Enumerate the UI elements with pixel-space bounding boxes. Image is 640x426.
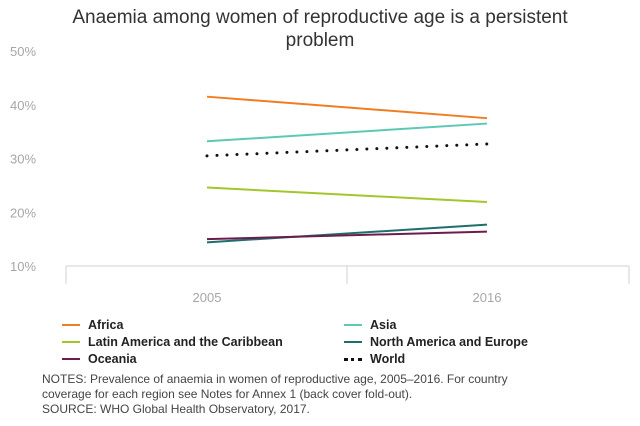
chart-title-line-2: problem (285, 30, 355, 51)
legend-item-north-america-and-europe: North America and Europe (344, 333, 528, 351)
y-tick-label: 30% (10, 152, 36, 167)
legend-label: Oceania (88, 352, 137, 366)
series-line-latin-america-and-the-caribbean (206, 186, 488, 204)
source-line: SOURCE: WHO Global Health Observatory, 2… (42, 402, 310, 416)
legend-item-asia: Asia (344, 316, 396, 334)
legend-swatch (344, 324, 362, 326)
y-tick-label: 40% (10, 98, 36, 113)
legend-item-latin-america-and-the-caribbean: Latin America and the Caribbean (62, 333, 283, 351)
legend-label: World (370, 352, 406, 366)
series-line-world (205, 142, 489, 158)
chart-title-line-1: Anaemia among women of reproductive age … (72, 7, 568, 28)
legend-swatch (344, 341, 362, 343)
y-tick-label: 50% (10, 44, 36, 59)
legend-label: Africa (88, 318, 124, 332)
series-layer (205, 95, 489, 244)
legend-swatch (62, 341, 80, 343)
legend-item-africa: Africa (62, 316, 123, 334)
x-tick-label: 2005 (193, 290, 222, 305)
y-tick-label: 20% (10, 205, 36, 220)
y-tick-label: 10% (10, 259, 36, 274)
x-tick-label: 2016 (473, 290, 502, 305)
legend-item-oceania: Oceania (62, 350, 137, 368)
axis-layer: 10% 20% 30% 40% 50% 2005 2016 (10, 44, 630, 305)
legend-label: Latin America and the Caribbean (88, 335, 283, 349)
series-line-asia (206, 122, 488, 143)
legend-swatch (62, 358, 80, 360)
notes-line-2: coverage for each region see Notes for A… (42, 387, 413, 401)
chart-title: Anaemia among women of reproductive age … (0, 6, 640, 52)
series-line-oceania (206, 230, 488, 241)
series-line-africa (206, 95, 488, 120)
legend-label: North America and Europe (370, 335, 528, 349)
series-line-north-america-and-europe (206, 223, 488, 244)
legend-swatch (62, 324, 80, 326)
notes-line-1: NOTES: Prevalence of anaemia in women of… (42, 372, 508, 386)
legend-swatch (344, 357, 362, 361)
line-chart: 10% 20% 30% 40% 50% 2005 2016 (10, 44, 630, 305)
legend-label: Asia (370, 318, 397, 332)
legend-item-world: World (344, 350, 405, 368)
notes: NOTES: Prevalence of anaemia in women of… (42, 372, 622, 417)
